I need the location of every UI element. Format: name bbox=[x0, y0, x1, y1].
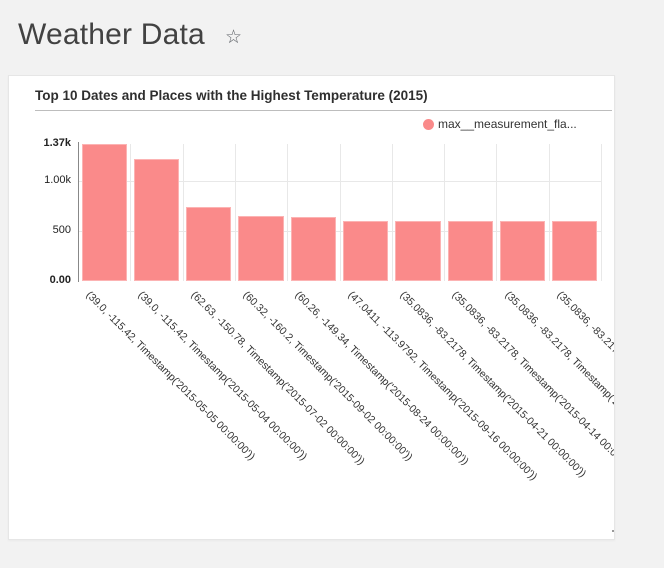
bar[interactable] bbox=[133, 159, 180, 281]
gridline-vertical bbox=[339, 144, 341, 281]
gridline-horizontal bbox=[78, 231, 601, 232]
chart-card: Top 10 Dates and Places with the Highest… bbox=[8, 75, 615, 540]
y-axis-tick-label: 0.00 bbox=[49, 274, 71, 286]
bar[interactable] bbox=[186, 207, 232, 281]
legend-marker-icon bbox=[423, 118, 434, 130]
bar-chart: 1.37k 1.00k 500 0.00 (39.0, -115.42, Timesta… bbox=[9, 76, 614, 539]
bar[interactable] bbox=[552, 221, 598, 281]
chart-title: Top 10 Dates and Places with the Highest… bbox=[35, 88, 428, 103]
resize-handle-icon[interactable] bbox=[612, 523, 614, 532]
y-axis-line bbox=[78, 142, 79, 282]
y-axis-tick-label: 1.37k bbox=[43, 137, 71, 149]
bar[interactable] bbox=[395, 220, 441, 281]
bar[interactable] bbox=[81, 144, 127, 281]
gridline-vertical bbox=[130, 144, 132, 281]
y-axis-tick-label: 500 bbox=[52, 224, 71, 236]
gridline-vertical bbox=[391, 144, 393, 281]
legend-label: max__measurement_fla... bbox=[438, 117, 577, 131]
x-axis-tick-label: (60.26, -149.34, Timestamp('2015-08-24 0… bbox=[292, 289, 472, 468]
x-axis-tick-label: (35.0836, -83.2178, Timestamp('2015-04-2… bbox=[397, 289, 589, 480]
y-axis-tick-label: 1.00k bbox=[44, 174, 71, 186]
bar[interactable] bbox=[499, 221, 546, 281]
gridline-vertical bbox=[444, 144, 446, 281]
page-title: Weather Data bbox=[18, 18, 205, 51]
bar[interactable] bbox=[238, 216, 284, 281]
x-axis-tick-label: (47.0411, -113.9792, Timestamp('2015-09-… bbox=[345, 289, 540, 483]
legend-item[interactable]: max__measurement_fla... bbox=[423, 116, 577, 132]
bar[interactable] bbox=[290, 217, 336, 281]
x-axis-tick-label: (62.63, -150.78, Timestamp('2015-07-02 0… bbox=[188, 289, 367, 468]
dashboard-header: Weather Data ☆ bbox=[18, 13, 242, 57]
bar[interactable] bbox=[343, 220, 389, 281]
gridline-horizontal bbox=[78, 181, 601, 182]
gridline-vertical bbox=[496, 144, 498, 281]
gridline-vertical bbox=[182, 144, 184, 281]
gridline-vertical bbox=[548, 144, 550, 281]
favorite-star-icon[interactable]: ☆ bbox=[224, 26, 242, 48]
bar[interactable] bbox=[447, 220, 493, 281]
gridline-vertical bbox=[234, 144, 236, 281]
card-title-divider bbox=[35, 110, 612, 111]
gridline-vertical bbox=[287, 144, 289, 281]
gridline-vertical bbox=[601, 144, 602, 281]
